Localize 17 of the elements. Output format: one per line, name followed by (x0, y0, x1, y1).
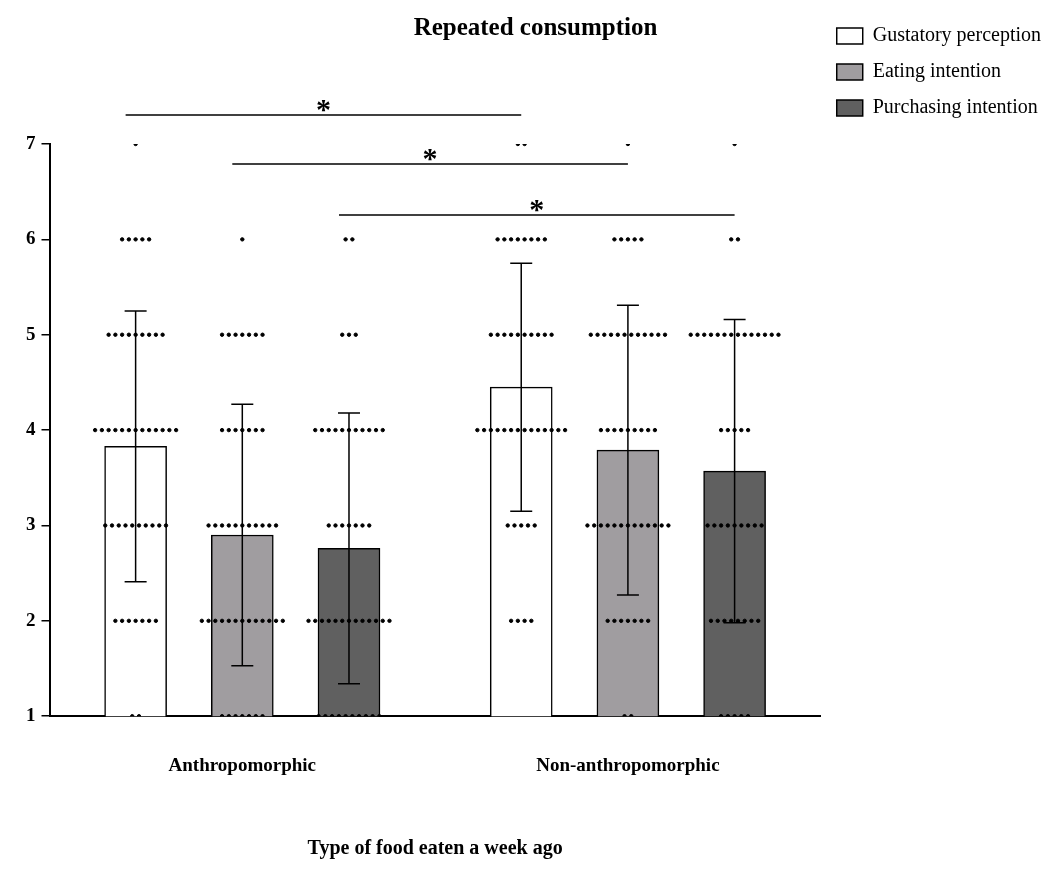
chart-title: Repeated consumption (413, 13, 658, 41)
y-tick-label: 5 (26, 322, 36, 344)
x-tick-label: Anthropomorphic (168, 753, 317, 775)
legend-label: Eating intention (872, 59, 1002, 83)
y-tick-label: 7 (26, 131, 36, 153)
y-tick-label: 3 (26, 513, 36, 535)
x-tick-label: Non-anthropomorphic (536, 753, 720, 775)
text: * (315, 92, 331, 125)
y-tick-label: 1 (26, 704, 36, 726)
y-tick-label: 4 (26, 418, 36, 440)
annotation: * (529, 192, 545, 225)
legend-label: Purchasing intention (872, 95, 1038, 119)
annotation: * (422, 141, 438, 174)
text: Gustatory perception (872, 23, 1041, 47)
x-axis-title: Type of food eaten a week ago (307, 836, 563, 860)
y-tick-label: 6 (26, 227, 36, 249)
y-tick-label: 2 (26, 608, 36, 630)
